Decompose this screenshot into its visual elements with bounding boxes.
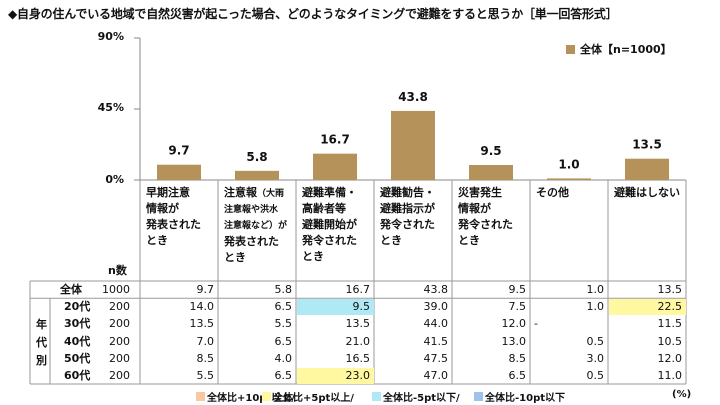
table-cell: 16.7 [345,283,371,296]
category-label: 避難勧告・ 避難指示が 発令された とき [380,186,435,247]
n-cell: 200 [109,300,130,314]
y-tick-label: 45% [97,101,124,114]
table-cell: 7.5 [508,300,527,314]
table-cell: 47.5 [423,351,449,365]
group-label: 年代別 [36,318,47,368]
table-cell: 0.5 [586,334,605,348]
table-cell: 8.5 [508,351,527,365]
table-cell: 6.5 [274,369,293,382]
legend-swatch [566,44,575,54]
footnote-label: 全体比-10pt以下 [485,393,566,404]
table-cell: 0.5 [586,369,605,382]
footnote-label: 全体比+5pt以上/ [273,393,354,404]
table-cell: 22.5 [609,299,686,316]
footnote-item: 全体比+10pt以上/ [196,389,295,404]
table-cell: 11.5 [657,317,683,331]
footnote-item: 全体比-5pt以下/ [372,389,460,404]
bar [313,153,357,180]
footnote-item: 全体比-10pt以下 [474,389,565,404]
table-cell: 11.0 [657,369,683,382]
category-label: 避難はしない [614,186,680,199]
footnote-swatch [196,392,205,401]
y-tick-label: 0% [105,173,124,186]
table-cell: 23.0 [297,368,374,384]
table-cell: 13.5 [657,283,683,296]
table-cell: 13.5 [189,317,215,331]
table-cell: 6.5 [508,369,527,382]
category-label: その他 [536,186,569,199]
row-label: 全体 [60,283,82,296]
bar [391,110,435,180]
table-cell: 47.0 [423,369,449,382]
table-cell: 44.0 [423,317,449,331]
bar [469,165,513,180]
table-cell: 16.5 [345,351,371,365]
bar [547,178,591,180]
row-label: 50代 [64,351,91,365]
data-label: 16.7 [320,133,350,147]
category-label: 早期注意 情報が 発表された とき [146,186,201,247]
data-label: 43.8 [398,90,428,104]
table-cell: 13.5 [345,317,371,331]
table-cell: 6.5 [274,334,293,348]
category-label: 注意報（大雨 注意報や洪水 注意報など）が 発表された とき [224,186,288,264]
table-cell: 5.8 [274,283,293,296]
unit-label: (%) [672,389,692,400]
table-cell: 8.5 [196,351,215,365]
row-label: 60代 [64,369,91,382]
bar [235,170,279,180]
category-label: 災害発生 情報が 発令された とき [458,186,513,247]
table-cell: 1.0 [586,300,605,314]
table-cell: 39.0 [423,300,449,314]
n-header: n数 [108,264,127,277]
table-cell: 21.0 [345,334,371,348]
data-label: 1.0 [558,157,579,171]
footnote-swatch [474,392,483,401]
table-cell: 3.0 [586,351,605,365]
bar [157,164,201,180]
bar [625,158,669,180]
table-cell: 12.0 [501,317,527,331]
n-cell: 200 [109,334,130,348]
row-label: 40代 [64,334,91,348]
table-cell: 9.5 [297,299,374,316]
footnote-swatch [372,392,381,401]
row-label: 30代 [64,317,91,331]
footnote-swatch [262,392,271,401]
data-label: 5.8 [246,150,267,164]
table-cell: 1.0 [586,283,605,296]
table-cell: 5.5 [274,317,293,331]
table-cell: 6.5 [274,300,293,314]
data-label: 9.7 [168,144,189,158]
n-cell: 200 [109,351,130,365]
table-cell: 9.5 [508,283,527,296]
table-cell: 14.0 [189,300,215,314]
table-cell: 10.5 [657,334,683,348]
footnote-label: 全体比-5pt以下/ [383,393,460,404]
data-label: 9.5 [480,144,501,158]
y-tick-label: 90% [97,30,124,43]
data-label: 13.5 [632,138,662,152]
table-cell: 13.0 [501,334,527,348]
legend-label: 全体【n=1000】 [580,43,672,56]
table-cell: 5.5 [196,369,215,382]
table-cell: - [534,317,538,331]
n-cell: 200 [109,317,130,331]
legend: 全体【n=1000】 [566,41,672,57]
table-cell: 7.0 [196,334,215,348]
chart-title: ◆自身の住んでいる地域で自然災害が起こった場合、どのようなタイミングで避難をする… [8,7,618,21]
footnote-item: 全体比+5pt以上/ [262,389,354,404]
footnote-label: 全体比+10pt以上/ [207,393,295,404]
n-cell: 1000 [102,283,130,296]
table-cell: 41.5 [423,334,449,348]
category-label: 避難準備・ 高齢者等 避難開始が 発令された とき [302,186,357,263]
table-cell: 12.0 [657,351,683,365]
n-cell: 200 [109,369,130,382]
table-cell: 9.7 [196,283,215,296]
row-label: 20代 [64,300,91,314]
table-cell: 43.8 [423,283,449,296]
table-cell: 4.0 [274,351,293,365]
